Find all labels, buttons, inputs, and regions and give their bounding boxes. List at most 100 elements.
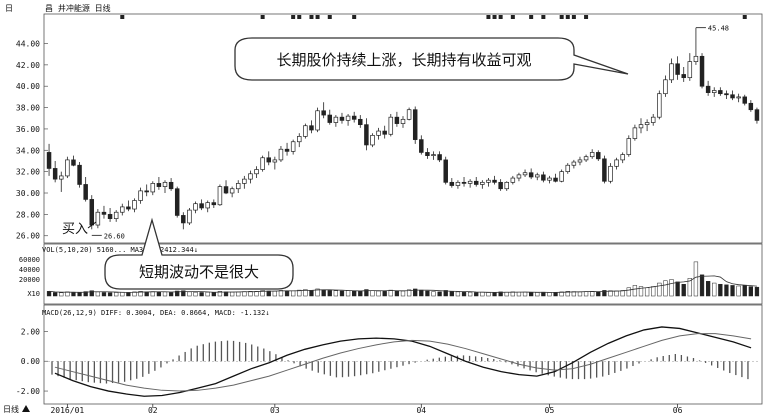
event-marker [120,15,125,19]
volume-bar [486,292,491,297]
candle [297,133,302,148]
candle [364,118,369,151]
candle-body-down [52,168,58,180]
volume-bar [309,290,314,297]
candle [614,157,619,170]
candle-body-down [144,190,149,193]
volume-bar [577,291,583,297]
candle-body-up [650,116,656,123]
volume-bar [345,290,351,297]
candle [193,201,198,214]
candle-body-up [406,109,412,120]
volume-tick-label: X10 [27,290,40,298]
candle [162,180,168,194]
volume-bar [339,290,345,297]
volume-bar [724,284,729,297]
volume-bar [437,291,442,297]
volume-bar [211,292,216,297]
candle [711,87,717,97]
event-marker [327,15,332,19]
candle-body-up [333,116,339,123]
volume-bar [229,291,235,297]
price-tick-label: 40.00 [16,82,40,91]
candle-body-up [65,159,70,177]
candle [620,152,625,164]
volume-bar [358,291,363,297]
candle [284,142,290,156]
volume-bar [297,289,302,297]
candle [736,93,741,103]
candle [260,155,265,172]
panel-border [43,304,763,405]
volume-tick-label: 60000 [19,256,40,264]
volume-bar [742,285,747,297]
candle [382,125,387,139]
candle-body-down [211,202,217,206]
volume-bar [498,291,503,297]
macd-tick-label: -2.00 [16,387,40,396]
candlestick-series [46,27,760,230]
volume-bar [175,290,180,297]
candle-body-up [400,118,406,124]
candle [687,53,693,81]
candle [290,139,296,155]
volume-bar [705,281,711,297]
candle [663,75,668,97]
candle-body-down [309,125,314,131]
candle-body-up [535,174,540,178]
volume-bar [455,291,461,297]
candle [699,53,705,89]
volume-bar [242,291,247,297]
price-tick-label: 36.00 [16,125,40,134]
price-tick-label: 30.00 [16,189,40,198]
candle-body-down [83,184,88,200]
volume-bar [443,290,448,297]
candle-body-down [742,96,747,104]
volume-bar [223,291,229,297]
candle [199,199,204,211]
volume-bar [388,289,393,297]
candle [632,124,638,141]
event-marker [584,15,589,19]
event-marker [315,15,320,19]
candle-body-up [150,183,156,193]
volume-bar [272,291,277,297]
candle [46,143,52,176]
volume-bar [492,292,497,297]
volume-bar [541,291,546,297]
candle [65,156,70,179]
candle [589,149,595,159]
candle-body-down [602,158,607,182]
candle [181,212,186,230]
volume-bar [614,290,619,297]
volume-bar [559,291,564,297]
candle [309,120,314,134]
candle [174,186,180,218]
candle-body-down [71,159,76,166]
event-marker [565,15,570,19]
volume-bar [71,292,76,297]
candle [547,175,552,184]
candle [516,172,522,182]
scroll-triangle-icon[interactable] [22,405,30,412]
volume-bar [553,292,558,297]
candle [675,56,680,80]
macd-diff-line [54,326,752,397]
candle [77,162,82,188]
event-marker [291,15,296,19]
candle-body-down [156,183,162,187]
price-tick-label: 32.00 [16,168,40,177]
candle [602,155,607,184]
candle-body-up [467,180,473,184]
candle [644,119,650,132]
candle-body-up [376,130,381,136]
candle [467,179,473,188]
volume-bar [382,291,387,297]
volume-bar [529,292,534,297]
volume-bar [547,292,552,297]
candle-body-down [473,180,479,185]
candle [205,200,210,213]
volume-bar [736,285,741,297]
volume-bar [46,291,52,297]
